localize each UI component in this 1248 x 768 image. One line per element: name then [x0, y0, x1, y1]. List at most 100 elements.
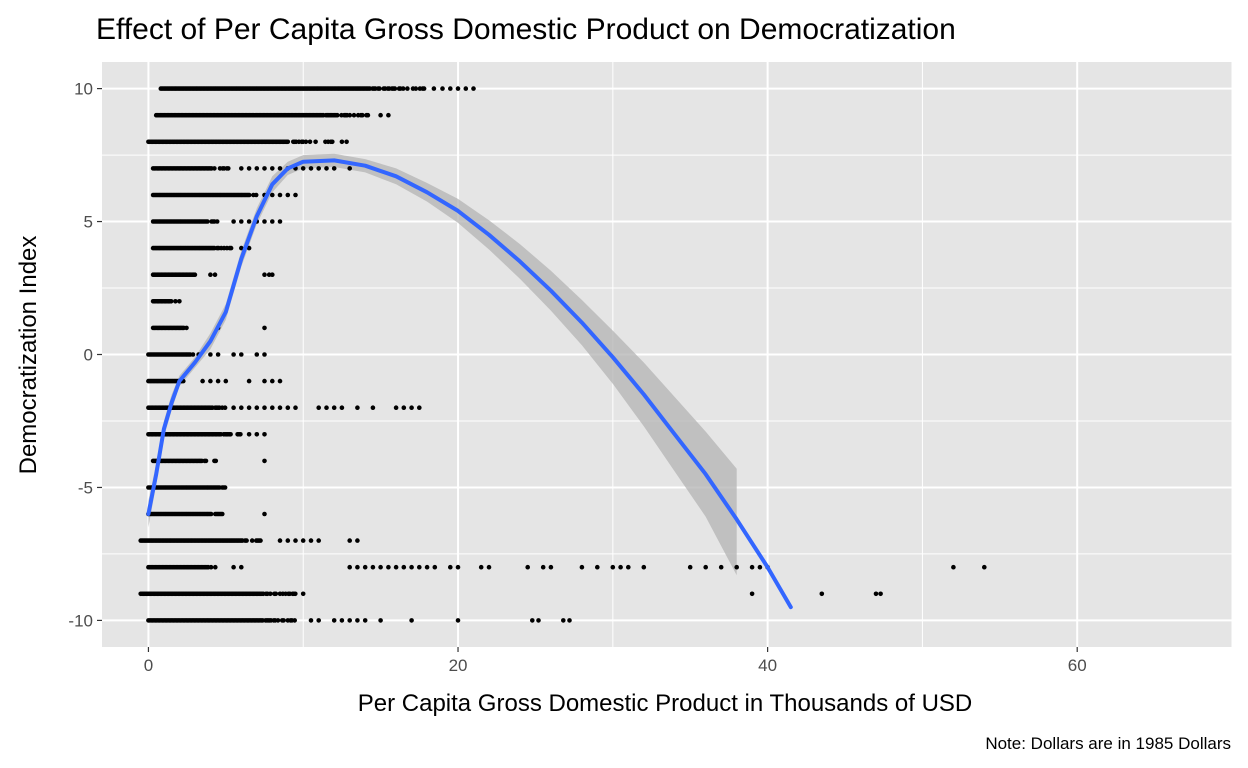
- y-tick-label: 5: [84, 213, 93, 232]
- scatter-point: [192, 272, 198, 278]
- scatter-point: [212, 272, 218, 278]
- scatter-point: [417, 564, 422, 570]
- scatter-point: [339, 405, 345, 411]
- scatter-point: [347, 112, 353, 118]
- scatter-point: [208, 511, 214, 517]
- scatter-point: [177, 299, 182, 304]
- scatter-point: [277, 166, 283, 171]
- scatter-point: [307, 139, 313, 145]
- scatter-point: [270, 405, 275, 411]
- scatter-point: [347, 618, 353, 623]
- scatter-point: [316, 618, 322, 623]
- y-tick-label: 0: [84, 346, 93, 365]
- scatter-point: [641, 564, 647, 570]
- scatter-point: [347, 166, 353, 171]
- scatter-point: [718, 564, 724, 570]
- y-tick-label: -10: [68, 611, 93, 630]
- scatter-point: [370, 405, 376, 411]
- scatter-point: [231, 352, 236, 357]
- scatter-point: [355, 405, 360, 411]
- scatter-point: [455, 86, 461, 91]
- scatter-point: [344, 139, 349, 145]
- scatter-point: [254, 405, 260, 411]
- scatter-point: [262, 511, 267, 517]
- scatter-point: [203, 458, 209, 464]
- scatter-point: [239, 219, 244, 224]
- scatter-point: [431, 86, 437, 91]
- scatter-point: [347, 538, 353, 543]
- scatter-point: [246, 245, 252, 251]
- scatter-point: [618, 564, 623, 570]
- scatter-point: [239, 352, 244, 357]
- scatter-point: [223, 378, 229, 384]
- scatter-point: [262, 378, 267, 384]
- scatter-point: [215, 378, 221, 384]
- scatter-point: [246, 378, 252, 384]
- scatter-point: [365, 112, 371, 118]
- scatter-point: [253, 192, 259, 198]
- scatter-point: [262, 219, 267, 224]
- scatter-point: [335, 112, 340, 118]
- scatter-point: [205, 219, 210, 224]
- scatter-point: [293, 192, 298, 198]
- scatter-point: [173, 299, 178, 304]
- grid-major: [102, 62, 1232, 647]
- scatter-point: [239, 245, 244, 251]
- scatter-point: [293, 538, 298, 543]
- scatter-point: [184, 325, 189, 331]
- scatter-point: [231, 219, 236, 224]
- scatter-point: [300, 166, 306, 171]
- scatter-point: [401, 405, 407, 411]
- scatter-point: [213, 458, 219, 464]
- scatter-point: [213, 564, 218, 570]
- scatter-point: [270, 166, 275, 171]
- scatter-point: [339, 618, 345, 623]
- scatter-point: [300, 591, 306, 597]
- scatter-point: [244, 538, 249, 543]
- scatter-point: [231, 564, 236, 570]
- scatter-point: [455, 618, 461, 623]
- scatter-point: [331, 405, 337, 411]
- x-tick-label: 0: [144, 656, 153, 675]
- scatter-point: [626, 564, 631, 570]
- scatter-point: [448, 86, 453, 91]
- scatter-point: [561, 618, 566, 623]
- scatter-point: [413, 86, 419, 91]
- scatter-point: [409, 405, 414, 411]
- scatter-point: [393, 564, 399, 570]
- scatter-point: [378, 564, 383, 570]
- scatter-point: [478, 564, 484, 570]
- scatter-point: [360, 112, 365, 118]
- scatter-point: [455, 564, 461, 570]
- scatter-point: [386, 112, 391, 118]
- scatter-point: [226, 166, 231, 171]
- scatter-point: [409, 618, 414, 623]
- scatter-point: [249, 538, 255, 543]
- scatter-point: [540, 564, 546, 570]
- scatter-point: [214, 219, 220, 224]
- scatter-point: [270, 192, 275, 198]
- scatter-point: [208, 378, 213, 384]
- scatter-point: [277, 378, 283, 384]
- scatter-point: [386, 564, 391, 570]
- scatter-point: [208, 272, 213, 278]
- scatter-point: [982, 564, 987, 570]
- scatter-point: [228, 245, 234, 251]
- scatter-point: [285, 405, 291, 411]
- scatter-point: [277, 219, 283, 224]
- scatter-point: [200, 378, 205, 384]
- scatter-point: [951, 564, 956, 570]
- scatter-point: [277, 538, 283, 543]
- scatter-point: [536, 618, 541, 623]
- scatter-point: [222, 485, 228, 490]
- scatter-point: [270, 272, 275, 278]
- scatter-point: [208, 352, 213, 357]
- scatter-point: [246, 405, 252, 411]
- scatter-point: [355, 538, 360, 543]
- scatter-point: [400, 86, 406, 91]
- scatter-point: [486, 564, 492, 570]
- scatter-point: [749, 591, 755, 597]
- scatter-point: [687, 564, 693, 570]
- scatter-point: [703, 564, 708, 570]
- smooth-line: [146, 158, 793, 610]
